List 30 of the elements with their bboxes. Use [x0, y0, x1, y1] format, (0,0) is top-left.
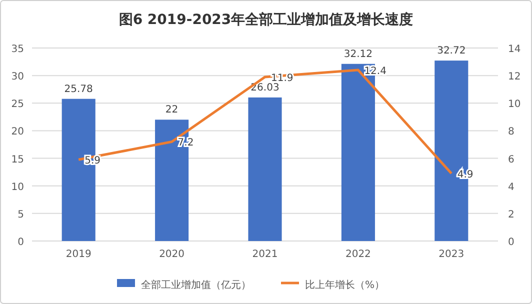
x-tick-label: 2022 [345, 249, 371, 260]
y2-tick-label: 10 [508, 99, 521, 110]
y2-tick-label: 8 [508, 126, 514, 138]
x-tick-label: 2020 [159, 249, 185, 260]
x-tick-label: 2019 [66, 249, 92, 260]
bar [248, 97, 282, 241]
y-tick-label: 5 [18, 209, 24, 220]
x-tick-label: 2023 [438, 249, 464, 260]
y-tick-label: 0 [18, 237, 24, 248]
y2-tick-label: 6 [508, 154, 514, 166]
chart-title: 图6 2019-2023年全部工业增加值及增长速度 [118, 11, 414, 28]
y-tick-label: 10 [11, 182, 24, 193]
legend-label: 全部工业增加值（亿元） [141, 279, 251, 291]
legend-label: 比上年增长（%） [305, 279, 385, 291]
data-label: 32.72 [437, 46, 466, 57]
y-tick-label: 30 [11, 72, 24, 83]
y2-tick-label: 2 [508, 209, 514, 220]
data-label: 25.78 [64, 84, 93, 95]
x-tick-label: 2021 [252, 249, 278, 260]
y-tick-label: 20 [11, 126, 24, 138]
y2-tick-label: 14 [508, 44, 521, 55]
data-label: 32.12 [344, 48, 373, 60]
data-label: 22 [165, 104, 178, 116]
y2-tick-label: 0 [508, 237, 514, 248]
y2-tick-label: 4 [508, 182, 514, 193]
y2-tick-label: 12 [508, 72, 521, 83]
data-label: 26.03 [250, 82, 280, 94]
y-tick-label: 25 [11, 99, 24, 110]
y-tick-label: 15 [11, 154, 24, 166]
y-tick-label: 35 [11, 44, 24, 55]
